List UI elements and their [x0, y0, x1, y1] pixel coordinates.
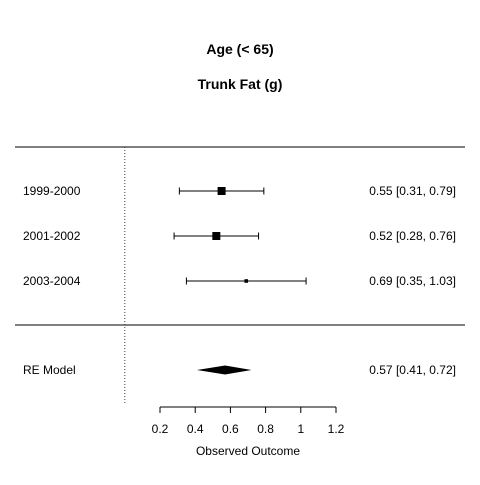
- study-row: 1999-2000 0.55 [0.31, 0.79]: [23, 184, 456, 198]
- point-estimate: [217, 187, 226, 195]
- x-axis-label: Observed Outcome: [196, 444, 300, 458]
- summary-ci-text: 0.57 [0.41, 0.72]: [369, 363, 456, 377]
- summary-diamond: [196, 365, 252, 375]
- study-row: 2003-2004 0.69 [0.35, 1.03]: [23, 274, 456, 288]
- x-axis: 0.2 0.4 0.6 0.8 1 1.2: [152, 406, 345, 436]
- x-tick-label: 1.2: [328, 422, 345, 436]
- point-estimate: [212, 232, 221, 240]
- study-label: 2003-2004: [23, 274, 81, 288]
- x-tick-label: 0.2: [152, 422, 169, 436]
- ci-text: 0.69 [0.35, 1.03]: [369, 274, 456, 288]
- ci-text: 0.55 [0.31, 0.79]: [369, 184, 456, 198]
- study-row: 2001-2002 0.52 [0.28, 0.76]: [23, 229, 456, 243]
- study-rows: 1999-2000 0.55 [0.31, 0.79] 2001-2002 0.52 …: [23, 184, 456, 288]
- study-label: 2001-2002: [23, 229, 81, 243]
- study-label: 1999-2000: [23, 184, 81, 198]
- chart-title: Age (< 65): [206, 41, 273, 57]
- x-tick-label: 1: [297, 422, 304, 436]
- x-tick-label: 0.8: [257, 422, 274, 436]
- summary-label: RE Model: [23, 363, 76, 377]
- ci-text: 0.52 [0.28, 0.76]: [369, 229, 456, 243]
- x-tick-label: 0.6: [222, 422, 239, 436]
- chart-subtitle: Trunk Fat (g): [198, 76, 283, 92]
- x-tick-label: 0.4: [187, 422, 204, 436]
- summary-row: RE Model 0.57 [0.41, 0.72]: [23, 363, 456, 377]
- point-estimate: [244, 279, 249, 283]
